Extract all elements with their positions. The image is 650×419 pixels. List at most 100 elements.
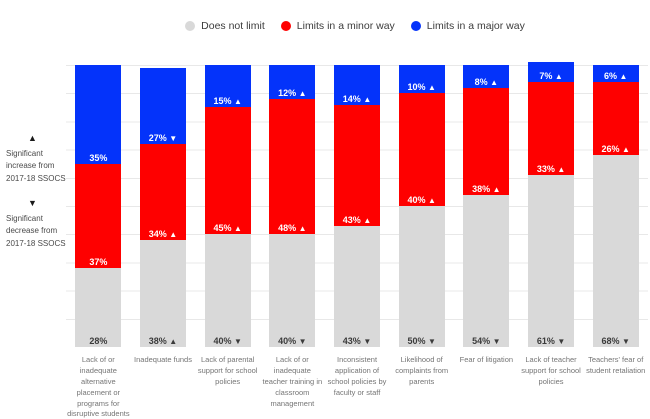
bar-segment-does-not-limit: 68% ▼: [592, 155, 639, 347]
legend-label: Limits in a minor way: [296, 20, 395, 32]
bar-column: 6% ▲ 26% ▲ 68% ▼: [583, 57, 648, 347]
legend-item: Does not limit: [185, 20, 265, 32]
bar-segment-limits-in-a-minor-way: 40% ▲: [398, 93, 445, 206]
trend-up-icon: ▲: [363, 215, 372, 225]
category-label: Inconsistent application of school polic…: [327, 355, 387, 397]
segment-value-label: 14% ▲: [342, 93, 372, 104]
segment-value-label: 15% ▲: [213, 96, 242, 107]
legend-item: Limits in a major way: [410, 20, 525, 32]
trend-up-icon: ▲: [233, 224, 242, 234]
trend-up-icon: ▲: [427, 83, 436, 93]
bar-stack: 8% ▲ 38% ▲ 54% ▼: [463, 65, 510, 347]
segment-value-label: 43% ▼: [342, 336, 372, 346]
trend-up-icon: ▲: [233, 97, 242, 107]
category-label: Lack of or inadequate teacher training i…: [262, 355, 323, 408]
bar-column: 10% ▲ 40% ▲ 50% ▼: [389, 57, 454, 347]
chart-legend: Does not limit Limits in a minor way Limit…: [30, 20, 650, 32]
bar-segment-limits-in-a-major-way: 8% ▲: [463, 65, 510, 88]
bar-stack: 7% ▲ 33% ▲ 61% ▼: [528, 62, 575, 347]
segment-value-label: 50% ▼: [407, 336, 436, 346]
segment-value-label: 6% ▲: [603, 70, 628, 81]
category-label: Fear of litigation: [459, 355, 514, 364]
bar-segment-limits-in-a-minor-way: 45% ▲: [204, 107, 251, 235]
bar-segment-limits-in-a-major-way: 35%: [75, 65, 122, 164]
trend-annotation: ▲ Significant increase from 2017-18 SSOC…: [6, 132, 68, 250]
segment-value-label: 38% ▲: [148, 336, 178, 346]
bar-column: 15% ▲ 45% ▲ 40% ▼: [195, 57, 260, 347]
segment-value-label: 10% ▲: [407, 82, 436, 93]
bar-column: 35% 37% 28%: [66, 57, 131, 347]
segment-value-label: 61% ▼: [536, 336, 566, 346]
bar-segment-limits-in-a-major-way: 14% ▲: [334, 65, 381, 105]
trend-down-icon: ▼: [233, 337, 242, 346]
trend-up-icon: ▲: [554, 71, 563, 81]
bar-stack: 35% 37% 28%: [75, 65, 122, 347]
category-label: Lack of or inadequate alternative placem…: [67, 355, 130, 419]
category-label: Lack of teacher support for school polic…: [521, 355, 581, 386]
bar-segment-limits-in-a-major-way: 6% ▲: [592, 65, 639, 82]
trend-up-icon: ▲: [298, 88, 307, 98]
trend-down-icon: ▼: [363, 337, 372, 346]
category-label: Lack of parental support for school poli…: [197, 355, 258, 386]
decrease-annotation-text: Significant decrease from 2017-18 SSOCS: [6, 214, 66, 248]
bar-stack: 10% ▲ 40% ▲ 50% ▼: [398, 65, 445, 347]
bar-segment-does-not-limit: 38% ▲: [140, 239, 186, 347]
legend-item: Limits in a minor way: [280, 20, 395, 32]
segment-value-label: 33% ▲: [536, 163, 566, 174]
trend-up-icon: ▲: [557, 164, 566, 174]
bar-segment-limits-in-a-minor-way: 34% ▲: [140, 143, 186, 240]
bar-stack: 14% ▲ 43% ▲ 43% ▼: [334, 65, 381, 347]
bar-column: 12% ▲ 48% ▲ 40% ▼: [260, 57, 325, 347]
segment-value-label: 12% ▲: [278, 87, 307, 98]
bar-segment-does-not-limit: 40% ▼: [204, 234, 251, 347]
bar-segment-limits-in-a-major-way: 10% ▲: [398, 65, 445, 94]
segment-value-label: 28%: [89, 336, 108, 346]
trend-down-icon: ▼: [492, 337, 501, 346]
bar-segment-does-not-limit: 61% ▼: [528, 174, 575, 347]
bar-segment-limits-in-a-minor-way: 43% ▲: [334, 104, 381, 226]
bar-column: 27% ▼ 34% ▲ 38% ▲: [131, 57, 196, 347]
bar-segment-does-not-limit: 50% ▼: [398, 206, 445, 347]
trend-up-icon: ▲: [622, 145, 630, 155]
segment-value-label: 8% ▲: [474, 76, 499, 87]
bar-stack: 27% ▼ 34% ▲ 38% ▲: [140, 67, 186, 347]
bar-stack: 12% ▲ 48% ▲ 40% ▼: [269, 65, 316, 347]
segment-value-label: 26% ▲: [601, 144, 630, 155]
bar-segment-limits-in-a-major-way: 27% ▼: [140, 67, 186, 144]
bar-stack: 15% ▲ 45% ▲ 40% ▼: [204, 65, 251, 347]
segment-value-label: 27% ▼: [148, 132, 178, 143]
trend-down-icon: ▼: [298, 337, 307, 346]
bar-segment-does-not-limit: 40% ▼: [269, 234, 316, 347]
category-axis: Lack of or inadequate alternative placem…: [66, 355, 648, 419]
segment-value-label: 54% ▼: [472, 336, 501, 346]
category-label: Inadequate funds: [134, 355, 192, 364]
plot-area: 35% 37% 28% 27% ▼ 34% ▲ 38% ▲ 15% ▲ 45% ▲ 40% ▼ 1…: [66, 57, 648, 347]
trend-up-icon: ▲: [490, 77, 499, 87]
segment-value-label: 40% ▲: [407, 195, 436, 205]
legend-dot-icon: [410, 21, 421, 31]
trend-up-icon: ▲: [169, 337, 178, 346]
segment-value-label: 35%: [89, 152, 108, 163]
bar-segment-does-not-limit: 43% ▼: [334, 225, 381, 347]
trend-up-icon: ▲: [169, 229, 178, 239]
trend-up-icon: ▲: [492, 184, 501, 194]
bar-segment-limits-in-a-minor-way: 26% ▲: [592, 81, 639, 156]
trend-down-icon: ▼: [169, 133, 178, 143]
bar-segment-limits-in-a-minor-way: 48% ▲: [269, 98, 316, 235]
trend-up-icon: ▲: [427, 196, 436, 205]
legend-label: Does not limit: [201, 20, 265, 32]
segment-value-label: 37%: [89, 257, 108, 268]
segment-value-label: 40% ▼: [213, 336, 242, 346]
trend-up-icon: ▲: [619, 71, 628, 81]
legend-dot-icon: [280, 21, 291, 31]
segment-value-label: 7% ▲: [539, 70, 563, 81]
bar-segment-limits-in-a-major-way: 15% ▲: [204, 65, 251, 108]
increase-arrow-icon: ▲: [28, 133, 37, 143]
increase-annotation-text: Significant increase from 2017-18 SSOCS: [6, 148, 66, 183]
decrease-arrow-icon: ▼: [28, 198, 37, 209]
legend-label: Limits in a major way: [426, 20, 525, 32]
bar-column: 8% ▲ 38% ▲ 54% ▼: [454, 57, 519, 347]
segment-value-label: 43% ▲: [342, 214, 372, 225]
bar-segment-does-not-limit: 28%: [75, 268, 122, 347]
